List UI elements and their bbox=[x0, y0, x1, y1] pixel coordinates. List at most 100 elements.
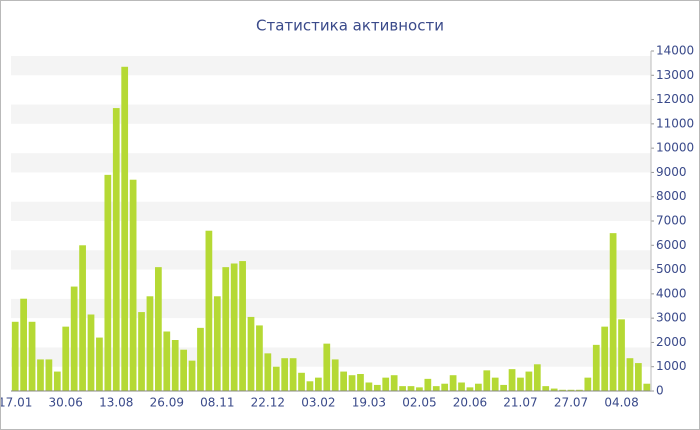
y-tick-label: 1000 bbox=[656, 359, 687, 373]
bar bbox=[155, 267, 162, 391]
bar bbox=[315, 377, 322, 391]
grid-band bbox=[11, 347, 651, 367]
bar bbox=[188, 360, 196, 391]
bar bbox=[635, 363, 642, 391]
bar bbox=[584, 377, 592, 391]
bar bbox=[281, 358, 289, 391]
y-tick-label: 14000 bbox=[656, 44, 694, 58]
y-tick-label: 3000 bbox=[656, 311, 687, 325]
x-tick-label: 02.05 bbox=[402, 396, 436, 410]
x-tick-label: 19.03 bbox=[352, 396, 386, 410]
bar bbox=[483, 370, 491, 391]
bar bbox=[20, 298, 27, 391]
y-tick-label: 5000 bbox=[656, 262, 687, 276]
bar bbox=[643, 383, 651, 391]
y-tick-label: 2000 bbox=[656, 335, 687, 349]
bar bbox=[424, 378, 432, 391]
x-tick-label: 30.06 bbox=[49, 396, 83, 410]
x-tick-label: 22.12 bbox=[251, 396, 285, 410]
bar bbox=[146, 296, 154, 391]
bar bbox=[121, 66, 129, 392]
bar bbox=[104, 174, 112, 391]
bar bbox=[550, 388, 558, 391]
grid-band bbox=[11, 104, 651, 124]
bar bbox=[205, 230, 213, 391]
bar bbox=[517, 377, 524, 391]
bar bbox=[475, 383, 482, 391]
bar bbox=[331, 359, 339, 391]
bar bbox=[323, 343, 331, 391]
y-tick-label: 4000 bbox=[656, 286, 687, 300]
bar bbox=[592, 344, 600, 391]
bar bbox=[525, 371, 533, 391]
bar bbox=[222, 267, 230, 391]
bar bbox=[264, 353, 272, 391]
bar bbox=[163, 331, 171, 391]
bar bbox=[390, 375, 398, 391]
grid-band bbox=[11, 250, 651, 270]
y-tick-label: 8000 bbox=[656, 189, 687, 203]
bar bbox=[171, 340, 179, 391]
bar bbox=[45, 359, 53, 391]
x-tick-label: 26.09 bbox=[150, 396, 184, 410]
bar bbox=[213, 296, 221, 391]
bar bbox=[129, 179, 137, 391]
bar bbox=[491, 377, 499, 391]
bar bbox=[626, 358, 634, 391]
bar bbox=[197, 327, 204, 391]
x-tick-label: 21.07 bbox=[503, 396, 537, 410]
chart-title: Статистика активности bbox=[256, 17, 444, 35]
bar bbox=[256, 325, 263, 391]
grid-band bbox=[11, 153, 651, 173]
bar bbox=[79, 245, 86, 391]
y-tick-label: 0 bbox=[656, 384, 664, 398]
bar bbox=[247, 316, 255, 391]
bar bbox=[407, 386, 415, 391]
x-tick-label: 04.08 bbox=[604, 396, 638, 410]
bar bbox=[466, 387, 474, 391]
bar bbox=[11, 321, 19, 391]
x-tick-label: 27.07 bbox=[554, 396, 588, 410]
bar bbox=[508, 369, 516, 391]
bar bbox=[340, 371, 347, 391]
bar bbox=[601, 326, 609, 391]
grid-band bbox=[11, 201, 651, 221]
y-tick-label: 6000 bbox=[656, 238, 687, 252]
bar bbox=[230, 263, 238, 391]
bar bbox=[138, 312, 145, 391]
y-tick-label: 9000 bbox=[656, 165, 687, 179]
x-tick-label: 03.02 bbox=[301, 396, 335, 410]
y-tick-label: 13000 bbox=[656, 68, 694, 82]
bar bbox=[416, 387, 423, 391]
bar bbox=[609, 233, 617, 391]
bar bbox=[500, 384, 507, 391]
bar bbox=[62, 326, 70, 391]
bar bbox=[373, 384, 381, 391]
x-tick-label: 20.06 bbox=[453, 396, 487, 410]
bar bbox=[306, 381, 314, 391]
x-tick-label: 08.11 bbox=[200, 396, 234, 410]
bar bbox=[449, 375, 457, 391]
bar bbox=[53, 371, 61, 391]
bar bbox=[357, 374, 364, 391]
bar bbox=[458, 382, 465, 391]
grid-band bbox=[11, 298, 651, 319]
y-tick-label: 7000 bbox=[656, 214, 687, 228]
bar bbox=[28, 321, 36, 391]
bar bbox=[576, 389, 583, 391]
x-tick-label: 17.01 bbox=[1, 396, 32, 410]
bar bbox=[37, 359, 44, 391]
bar bbox=[298, 372, 305, 391]
bar bbox=[289, 358, 297, 391]
bar bbox=[272, 366, 280, 391]
bar bbox=[180, 349, 187, 391]
bar bbox=[382, 377, 390, 391]
bar bbox=[348, 375, 356, 391]
bar bbox=[96, 337, 103, 391]
bar bbox=[70, 286, 78, 391]
bar bbox=[112, 108, 120, 392]
bar bbox=[567, 389, 575, 391]
bar bbox=[618, 319, 625, 391]
bar bbox=[432, 386, 440, 391]
